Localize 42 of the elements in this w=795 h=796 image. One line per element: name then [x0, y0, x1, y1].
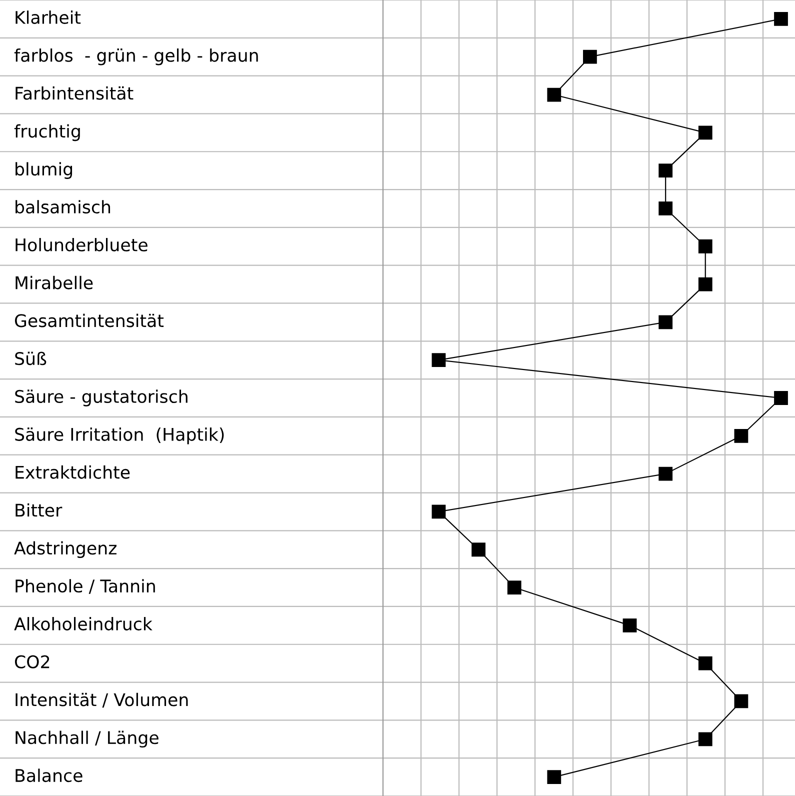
y-tick-label: Mirabelle — [16, 276, 93, 290]
y-tick-label: Balance — [16, 768, 82, 782]
point — [658, 202, 673, 216]
y-tick-label: Extraktdichte — [16, 465, 130, 479]
point — [698, 277, 712, 292]
y-tick-label: fruchtig — [14, 124, 80, 142]
point — [432, 504, 446, 519]
point — [547, 770, 562, 784]
y-tick-label: farblos - grün - gelb - braun — [14, 48, 258, 66]
point — [472, 542, 486, 557]
point — [622, 618, 637, 632]
y-tick-label: Klarheit — [16, 10, 81, 24]
point — [698, 732, 712, 746]
point — [547, 88, 562, 102]
point — [734, 428, 748, 443]
point — [698, 239, 712, 254]
y-tick-label: Holunderbluete — [16, 238, 148, 252]
point — [658, 164, 673, 178]
y-tick-label: blumig — [16, 162, 72, 179]
point — [658, 315, 673, 330]
point — [698, 126, 712, 140]
y-tick-label: Farbintensität — [16, 86, 134, 100]
y-tick-label: Säure Irritation (Haptik) — [15, 428, 224, 444]
y-tick-label: Phenole / Tannin — [16, 579, 155, 594]
y-tick-label: Gesamtintensität — [14, 314, 164, 328]
point — [432, 353, 446, 368]
y-tick-label: Bitter — [16, 503, 62, 517]
y-tick-label: balsamisch — [16, 200, 110, 214]
point — [583, 50, 597, 64]
point — [774, 391, 788, 405]
y-tick-label: Süß — [15, 352, 46, 366]
y-tick-label: Intensität / Volumen — [16, 692, 188, 708]
point — [734, 694, 748, 708]
y-tick-label: Nachhall / Länge — [16, 730, 158, 748]
point — [507, 580, 522, 594]
y-tick-label: Adstringenz — [14, 541, 116, 558]
y-tick-label: Alkoholeindruck — [14, 617, 152, 630]
y-tick-label: CO2 — [14, 655, 50, 668]
point — [698, 656, 712, 670]
point — [658, 466, 673, 481]
y-tick-label: Säure - gustatorisch — [15, 390, 188, 406]
point — [774, 12, 788, 26]
